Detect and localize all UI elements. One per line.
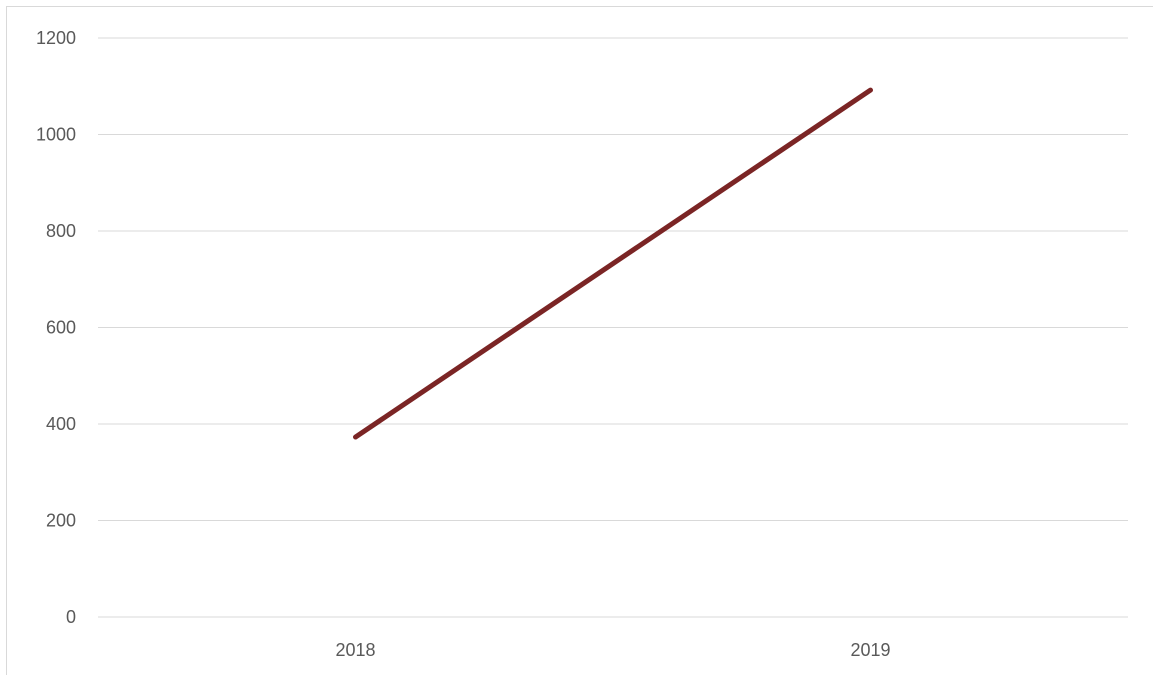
y-tick-label: 600 [46,318,76,338]
y-tick-label: 1200 [36,28,76,48]
x-tick-label: 2018 [335,640,375,660]
y-tick-label: 200 [46,511,76,531]
y-tick-label: 0 [66,607,76,627]
series-lines [353,87,873,440]
y-tick-label: 1000 [36,125,76,145]
y-tick-label: 800 [46,221,76,241]
series-line-0 [353,87,873,440]
gridlines [98,37,1128,618]
y-axis-tick-labels: 0 200 400 600 800 1000 1200 [36,28,76,627]
chart-frame [6,6,1153,675]
x-tick-label: 2019 [850,640,890,660]
x-axis-tick-labels: 2018 2019 [335,640,890,660]
y-tick-label: 400 [46,414,76,434]
